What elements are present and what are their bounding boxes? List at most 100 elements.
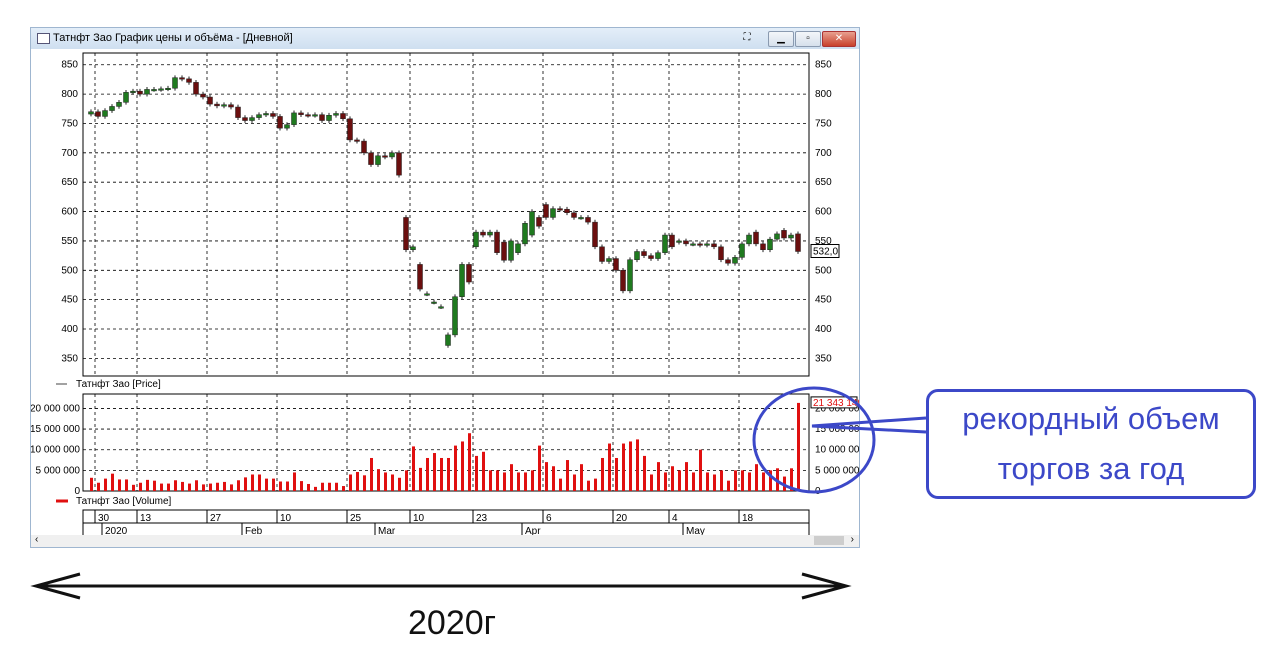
volume-bar	[699, 449, 702, 491]
candle	[354, 137, 360, 144]
candle	[417, 262, 423, 292]
candle-body	[564, 208, 570, 213]
candle-body	[599, 246, 605, 262]
day-tick-label: 18	[742, 513, 754, 524]
candle-body	[578, 217, 584, 220]
volume-bar	[174, 480, 177, 491]
day-tick-label: 6	[546, 513, 552, 524]
candle	[424, 291, 430, 297]
candle-body	[522, 223, 528, 245]
volume-bar	[482, 451, 485, 491]
volume-bar	[636, 439, 639, 491]
candle	[501, 239, 507, 263]
volume-tick-right: 15 000 000	[815, 424, 859, 435]
candle	[599, 244, 605, 264]
candle-body	[137, 90, 143, 95]
candle	[445, 332, 451, 348]
scroll-thumb[interactable]	[814, 536, 844, 545]
volume-bar	[90, 477, 93, 491]
candle	[312, 112, 318, 118]
volume-tick-left: 20 000 000	[31, 403, 80, 414]
candle	[732, 255, 738, 266]
volume-bar	[566, 460, 569, 491]
candle	[347, 116, 353, 143]
volume-bar	[377, 469, 380, 491]
volume-bar	[734, 470, 737, 491]
candle-body	[508, 240, 514, 261]
price-plot	[82, 52, 810, 377]
volume-bar	[419, 467, 422, 491]
price-tick-left: 350	[61, 353, 78, 364]
candle	[151, 87, 157, 92]
volume-bar	[496, 470, 499, 491]
month-tick-label: May	[686, 526, 705, 535]
candle-body	[368, 152, 374, 165]
price-tick-left: 600	[61, 207, 78, 218]
volume-bar	[720, 470, 723, 491]
candle-body	[88, 111, 94, 115]
candle	[781, 228, 787, 241]
month-tick-label: 2020	[105, 526, 128, 535]
candle-body	[431, 301, 437, 304]
volume-bar	[146, 479, 149, 491]
candle	[571, 210, 577, 220]
day-tick-label: 30	[98, 513, 110, 524]
pin-button[interactable]: ⛶	[743, 32, 751, 43]
volume-bar	[538, 445, 541, 491]
candle-body	[151, 89, 157, 92]
volume-tick-right: 5 000 000	[815, 465, 859, 476]
candle	[228, 102, 234, 110]
volume-bar	[405, 470, 408, 491]
callout-pointer	[811, 416, 927, 434]
price-tick-left: 850	[61, 60, 78, 71]
volume-bar	[188, 483, 191, 491]
volume-bar	[741, 470, 744, 491]
candle	[410, 244, 416, 253]
chart-area[interactable]: 350 350 400 400 450 450 500 500 550 550 600 600 650 6…	[31, 49, 859, 535]
scroll-right-arrow[interactable]: ›	[850, 534, 854, 545]
volume-bar	[237, 480, 240, 491]
volume-bar	[461, 441, 464, 491]
candle-body	[200, 93, 206, 98]
candle-body	[655, 252, 661, 259]
candle-body	[494, 231, 500, 253]
last-price-box	[810, 243, 840, 258]
candle-body	[340, 113, 346, 120]
candle	[564, 206, 570, 216]
candle	[550, 206, 556, 220]
volume-bar	[685, 462, 688, 491]
candle	[263, 111, 269, 118]
candle-body	[690, 243, 696, 246]
close-button[interactable]: ✕	[822, 31, 856, 47]
candle	[788, 232, 794, 241]
volume-bar	[622, 443, 625, 491]
candle-body	[697, 243, 703, 246]
candle	[109, 104, 115, 113]
horizontal-scrollbar[interactable]: ‹ ›	[31, 534, 859, 547]
candle	[130, 88, 136, 95]
volume-bar	[307, 483, 310, 491]
candle	[739, 241, 745, 260]
candle-body	[550, 208, 556, 218]
candle	[767, 236, 773, 253]
candle-body	[158, 88, 164, 91]
maximize-button[interactable]: ▫	[795, 31, 821, 47]
candle	[396, 150, 402, 178]
candle	[102, 108, 108, 119]
volume-bar	[650, 474, 653, 491]
candle-body	[333, 113, 339, 116]
minimize-button[interactable]: ▁	[768, 31, 794, 47]
candle	[557, 206, 563, 212]
volume-bar	[349, 474, 352, 491]
price-tick-right: 750	[815, 118, 832, 129]
candle-body	[249, 117, 255, 121]
candle-body	[487, 231, 493, 236]
candle	[256, 112, 262, 120]
candle	[242, 115, 248, 123]
volume-bar	[615, 457, 618, 491]
scroll-left-arrow[interactable]: ‹	[35, 534, 39, 545]
candle	[613, 256, 619, 273]
candle	[515, 241, 521, 256]
candle-body	[536, 217, 542, 227]
volume-bar	[671, 466, 674, 491]
